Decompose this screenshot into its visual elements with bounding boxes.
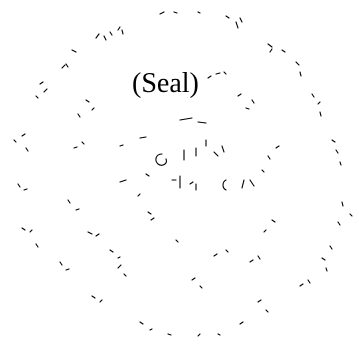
seal-label: (Seal) [132, 68, 199, 99]
